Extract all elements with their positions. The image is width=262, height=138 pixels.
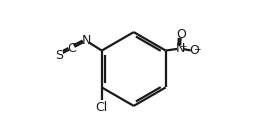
Text: C: C [67,42,76,55]
Text: −: − [193,44,200,53]
Text: O: O [176,28,186,41]
Text: N: N [175,42,185,55]
Text: S: S [55,49,63,62]
Text: Cl: Cl [96,101,108,114]
Text: O: O [189,44,199,57]
Text: N: N [81,34,91,47]
Text: +: + [179,42,186,51]
